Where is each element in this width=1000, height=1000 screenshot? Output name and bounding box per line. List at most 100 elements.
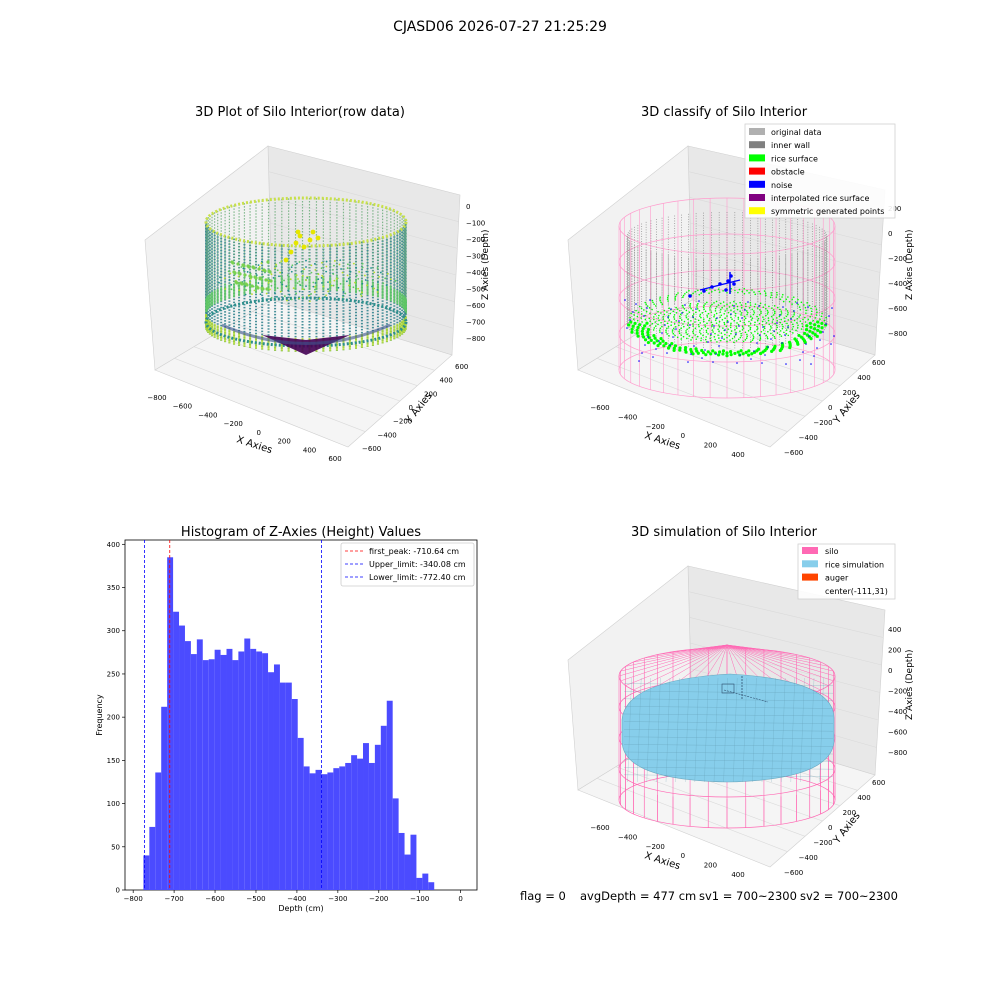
panel4-z-tick: 200	[888, 647, 901, 655]
panel4-x-label: X Axies	[643, 850, 682, 872]
histogram-bar	[273, 664, 280, 890]
histogram-bar	[386, 700, 393, 890]
histogram-bar	[380, 725, 387, 890]
panel4-y-tick: 200	[843, 809, 856, 817]
histogram-bar	[297, 737, 304, 890]
legend-entry: noise	[771, 181, 792, 190]
histogram-bar	[303, 766, 310, 890]
classified-point-cloud	[624, 212, 835, 365]
panel1-y-tick: 400	[440, 377, 453, 385]
panel4-x-tick: −200	[646, 843, 665, 851]
panel4-z-tick: 400	[888, 626, 901, 634]
panel2-z-tick: −800	[888, 330, 907, 338]
histogram-y-tick: 50	[111, 843, 120, 851]
legend-swatch	[802, 560, 818, 568]
legend-swatch	[749, 141, 765, 149]
panel4-y-tick: 600	[872, 779, 885, 787]
legend-swatch	[802, 573, 818, 581]
panel1-z-tick: −500	[466, 286, 485, 294]
panel1-x-tick: 600	[328, 455, 341, 463]
auger-marker	[721, 676, 769, 703]
histogram-y-label: Frequency	[95, 694, 104, 736]
panel1-y-tick: −200	[393, 418, 412, 426]
histogram-legend-entry: Upper_limit: -340.08 cm	[369, 560, 466, 569]
histogram-bar	[244, 638, 251, 890]
histogram-bar	[155, 772, 162, 890]
panel4-x-tick: −400	[618, 833, 637, 841]
panel2-x-tick: −600	[590, 404, 609, 412]
histogram-bar	[220, 654, 227, 890]
avg-depth-readout: avgDepth = 477 cm	[580, 889, 697, 903]
panel2-x-ticks: −600 −400 −200 0 200 400	[590, 404, 744, 459]
figure-title: CJASD06 2026-07-27 21:25:29	[393, 19, 607, 35]
panel2-z-tick: −200	[888, 255, 907, 263]
panel1-z-tick: −700	[466, 319, 485, 327]
histogram-bar	[285, 682, 292, 890]
panel2-z-tick: 0	[888, 230, 892, 238]
panel2-legend: original data inner wall rice surface obsta…	[744, 123, 896, 219]
histogram-x-ticks: −800 −700 −600 −500 −400 −300 −200 −100 0	[124, 890, 463, 903]
legend-swatch	[749, 180, 765, 188]
histogram-y-tick: 300	[107, 627, 120, 635]
histogram-x-label: Depth (cm)	[278, 904, 323, 913]
panel2-z-label: Z Axies (Depth)	[905, 229, 915, 300]
panel3-title: Histogram of Z-Axies (Height) Values	[181, 525, 421, 540]
histogram-bar	[214, 649, 221, 890]
histogram-y-ticks: 0 50 100 150 200 250 300 350 400	[107, 541, 125, 895]
histogram-bar	[392, 798, 399, 890]
panel4-x-tick: −600	[590, 824, 609, 832]
histogram-bar	[226, 648, 233, 890]
panel4-title: 3D simulation of Silo Interior	[631, 525, 818, 540]
histogram-legend-entry: Lower_limit: -772.40 cm	[369, 573, 466, 582]
legend-entry: obstacle	[771, 168, 805, 177]
panel1-y-tick: 0	[409, 404, 413, 412]
panel1-x-tick: −600	[173, 403, 192, 411]
histogram-x-tick: −100	[410, 895, 429, 903]
panel4-y-tick: 400	[857, 794, 870, 802]
histogram-legend: first_peak: -710.64 cm Upper_limit: -340.…	[340, 542, 475, 587]
panel1-z-ticks: 0 −100 −200 −300 −400 −500 −600 −700 −800	[466, 203, 485, 343]
legend-swatch	[749, 128, 765, 135]
panel1-x-tick: 400	[303, 446, 316, 454]
panel1-z-tick: 0	[466, 203, 470, 211]
panel4-x-ticks: −600 −400 −200 0 200 400	[590, 824, 744, 879]
legend-entry: center(-111,31)	[825, 587, 888, 596]
panel4-z-tick: −200	[888, 688, 907, 696]
silo-wireframe	[618, 197, 836, 399]
histogram-bar	[363, 743, 369, 890]
panel1-z-tick: −300	[466, 253, 485, 261]
histogram-bar	[256, 651, 263, 890]
histogram-bar	[196, 639, 203, 890]
histogram-bar	[351, 755, 358, 890]
sv1-readout: sv1 = 700~2300	[699, 889, 797, 903]
panel4-z-tick: −600	[888, 729, 907, 737]
panel-3d-raw: 3D Plot of Silo Interior(row data) −800−…	[144, 105, 491, 463]
histogram-bar	[279, 682, 286, 890]
panel4-x-tick: 200	[704, 862, 717, 870]
legend-entry: original data	[771, 128, 822, 137]
panel1-x-tick: −800	[147, 394, 166, 402]
histogram-y-tick: 350	[107, 584, 120, 592]
panel-3d-simulation: 3D simulation of Silo Interior −600 −400 −…	[567, 525, 915, 879]
legend-entry: rice surface	[771, 154, 818, 163]
legend-entry: auger	[825, 574, 849, 583]
histogram-bar	[422, 873, 429, 890]
panel-histogram: Histogram of Z-Axies (Height) Values −80…	[95, 525, 478, 913]
raw-point-cloud	[204, 196, 408, 355]
panel2-y-tick: 200	[843, 389, 856, 397]
silo-wireframe-front	[620, 782, 836, 828]
legend-entry: interpolated rice surface	[771, 194, 869, 203]
histogram-bar	[368, 762, 375, 890]
legend-swatch	[749, 194, 765, 201]
legend-entry: silo	[825, 547, 839, 556]
histogram-bars	[143, 557, 435, 890]
histogram-bar	[250, 648, 257, 890]
histogram-y-tick: 0	[116, 887, 120, 895]
histogram-bar	[268, 672, 274, 890]
panel2-y-tick: −400	[799, 434, 818, 442]
histogram-bar	[262, 653, 269, 890]
legend-swatch	[802, 547, 818, 554]
panel4-y-tick: −600	[784, 869, 803, 877]
